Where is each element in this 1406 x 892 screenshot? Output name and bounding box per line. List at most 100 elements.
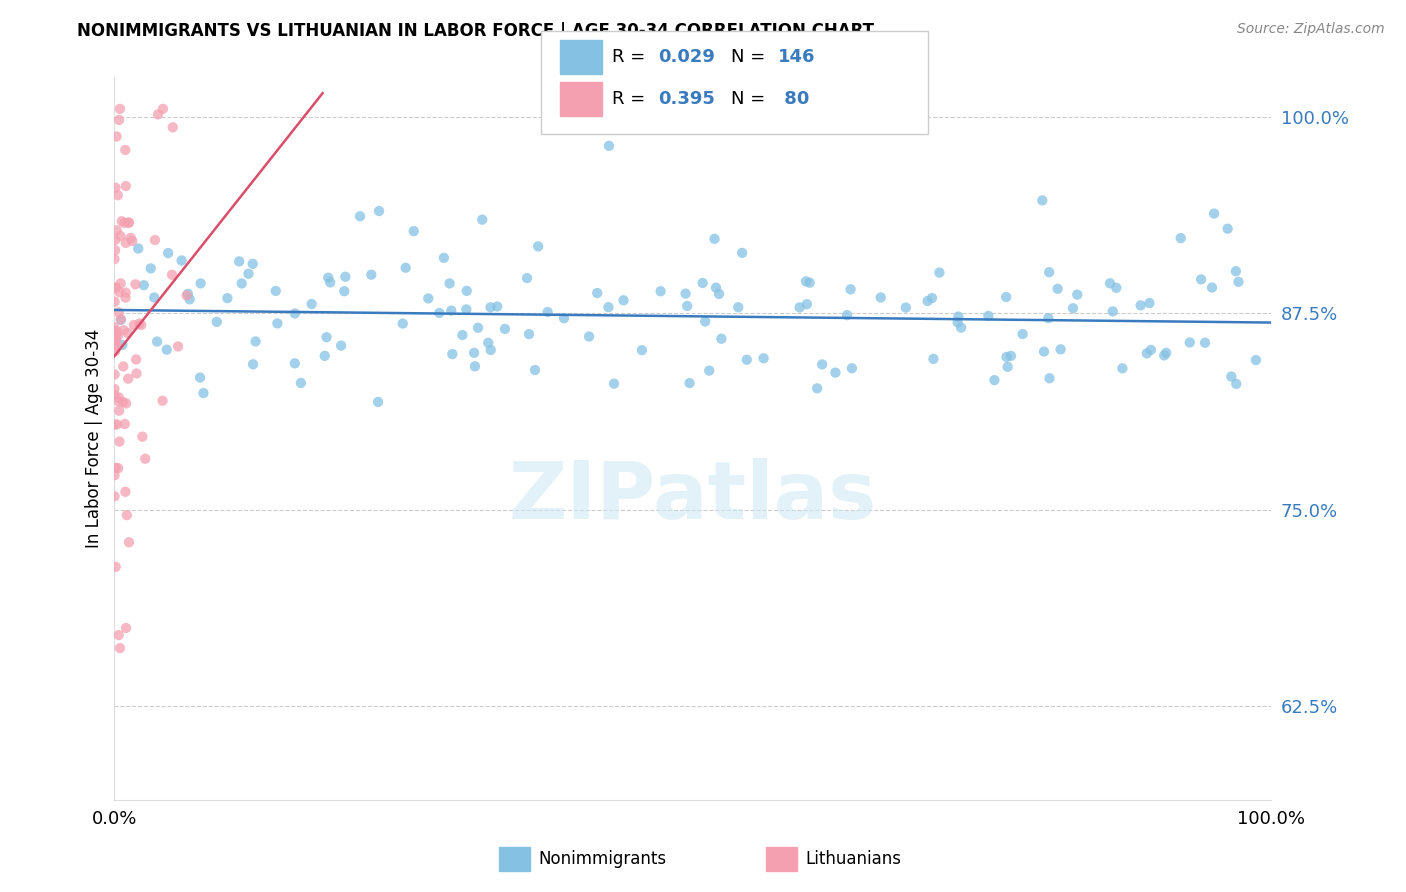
Point bbox=[1194, 335, 1216, 350]
Point bbox=[107, 188, 129, 202]
Point bbox=[471, 212, 494, 227]
Point bbox=[796, 297, 818, 311]
Point bbox=[1031, 194, 1053, 208]
Point bbox=[946, 315, 969, 329]
Point bbox=[103, 382, 125, 396]
Point bbox=[162, 120, 184, 135]
Point bbox=[114, 484, 136, 499]
Point bbox=[517, 327, 540, 342]
Point bbox=[917, 293, 939, 308]
Point bbox=[103, 320, 125, 334]
Point bbox=[146, 107, 169, 121]
Point bbox=[167, 339, 190, 353]
Point bbox=[524, 363, 547, 377]
Point bbox=[118, 215, 141, 229]
Text: Nonimmigrants: Nonimmigrants bbox=[538, 850, 666, 868]
Point bbox=[108, 403, 131, 417]
Point bbox=[1189, 272, 1212, 286]
Point bbox=[695, 314, 717, 328]
Point bbox=[170, 253, 193, 268]
Point bbox=[115, 396, 138, 410]
Point bbox=[146, 334, 169, 349]
Point bbox=[727, 300, 749, 314]
Point bbox=[139, 261, 162, 276]
Point bbox=[104, 559, 127, 574]
Point bbox=[117, 216, 139, 230]
Point bbox=[464, 359, 486, 374]
Point bbox=[217, 291, 239, 305]
Point bbox=[553, 311, 575, 326]
Point bbox=[603, 376, 626, 391]
Point bbox=[157, 246, 180, 260]
Point bbox=[1140, 343, 1163, 357]
Point bbox=[1111, 361, 1133, 376]
Point bbox=[441, 347, 464, 361]
Point bbox=[152, 393, 174, 408]
Text: 146: 146 bbox=[778, 48, 815, 66]
Point bbox=[704, 280, 727, 294]
Point bbox=[110, 229, 132, 244]
Point bbox=[104, 333, 127, 347]
Point bbox=[125, 352, 148, 367]
Point bbox=[107, 394, 129, 409]
Point bbox=[108, 641, 131, 656]
Point bbox=[516, 271, 538, 285]
Point bbox=[995, 290, 1018, 304]
Point bbox=[731, 245, 754, 260]
Point bbox=[977, 309, 1000, 323]
Point bbox=[675, 286, 697, 301]
Point bbox=[1011, 326, 1033, 341]
Point bbox=[176, 288, 198, 302]
Point bbox=[315, 330, 337, 344]
Point bbox=[1220, 369, 1243, 384]
Point bbox=[238, 267, 260, 281]
Point bbox=[117, 326, 139, 340]
Point bbox=[107, 461, 129, 475]
Point bbox=[451, 328, 474, 343]
Point bbox=[316, 270, 339, 285]
Point bbox=[486, 300, 509, 314]
Point bbox=[231, 277, 253, 291]
Point bbox=[440, 303, 463, 318]
Point bbox=[103, 417, 125, 432]
Point bbox=[104, 280, 127, 294]
Y-axis label: In Labor Force | Age 30-34: In Labor Force | Age 30-34 bbox=[86, 329, 103, 549]
Point bbox=[948, 310, 970, 324]
Point bbox=[869, 290, 891, 304]
Point bbox=[105, 417, 128, 432]
Point bbox=[108, 112, 131, 127]
Text: R =: R = bbox=[612, 48, 651, 66]
Point bbox=[494, 322, 516, 336]
Point bbox=[789, 301, 811, 315]
Point bbox=[114, 143, 136, 157]
Point bbox=[1154, 346, 1177, 360]
Point bbox=[112, 395, 135, 409]
Point bbox=[188, 370, 211, 384]
Point bbox=[330, 338, 353, 352]
Point bbox=[463, 345, 485, 359]
Point bbox=[103, 489, 125, 503]
Point bbox=[107, 329, 129, 343]
Point bbox=[479, 343, 502, 357]
Point bbox=[1201, 280, 1223, 294]
Point bbox=[1129, 298, 1152, 312]
Point bbox=[650, 285, 672, 299]
Point bbox=[103, 368, 125, 382]
Point bbox=[477, 335, 499, 350]
Point bbox=[132, 278, 155, 293]
Point bbox=[427, 306, 450, 320]
Point bbox=[108, 434, 131, 449]
Point bbox=[122, 318, 145, 332]
Point bbox=[245, 334, 267, 349]
Point bbox=[1225, 264, 1247, 278]
Point bbox=[586, 285, 609, 300]
Point bbox=[479, 301, 502, 315]
Point bbox=[104, 280, 127, 294]
Point bbox=[752, 351, 775, 366]
Point bbox=[578, 329, 600, 343]
Point bbox=[697, 363, 720, 377]
Point bbox=[107, 628, 129, 642]
Point bbox=[284, 356, 307, 370]
Point bbox=[120, 231, 142, 245]
Point bbox=[156, 343, 179, 357]
